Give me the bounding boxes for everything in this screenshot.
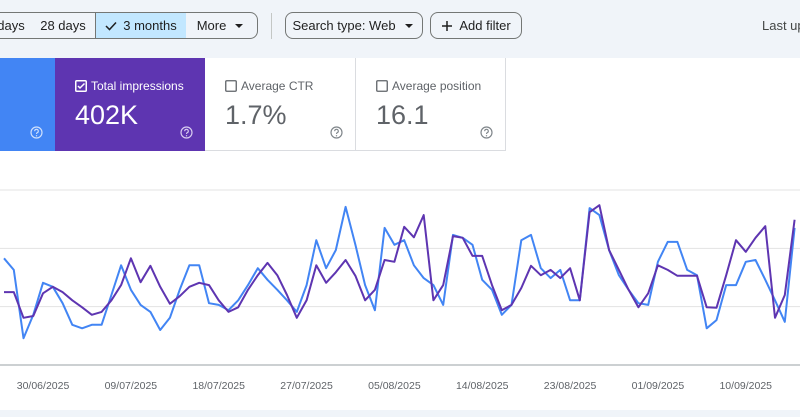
add-filter-button[interactable]: Add filter [430,12,522,39]
checkbox-checked [75,80,87,92]
impressions-card[interactable]: Total impressions 402K [55,58,205,151]
search-type-button[interactable]: Search type: Web [285,12,423,39]
dropdown-icon [404,23,413,28]
button-label: Search type: Web [292,18,396,33]
plus-icon [442,20,453,31]
more-button[interactable]: More [186,12,258,39]
button-label: More [196,18,227,33]
checkbox [225,80,237,92]
x-tick-label: 14/08/2025 [456,380,509,392]
button-label: days [0,18,25,33]
metric-label: Average CTR [241,79,314,93]
x-tick-label: 23/08/2025 [544,380,597,392]
position-card[interactable]: Average position 16.1 [356,58,506,151]
series-line [4,204,796,319]
series-line [3,205,796,340]
metric-label: Total impressions [91,79,184,93]
metric-label: Average position [392,79,482,93]
x-tick-label: 30/06/2025 [17,380,70,392]
date-button[interactable]: 28 days [31,12,96,39]
metric-value: 402K [75,100,139,130]
separator [271,13,272,39]
help-icon [330,126,343,139]
date-button-selected[interactable]: 3 months [95,12,187,39]
x-tick-label: 01/09/2025 [632,380,685,392]
button-label: 3 months [123,18,177,33]
metric-value: 1.7% [225,100,287,130]
check-icon [105,21,117,31]
x-tick-label: 18/07/2025 [192,380,245,392]
x-tick-label: 10/09/2025 [719,380,772,392]
button-label: Add filter [459,18,511,33]
last-updated: Last up [762,18,800,33]
metric-value: 16.1 [376,100,429,130]
button-label: 28 days [40,18,86,33]
ctr-card[interactable]: Average CTR 1.7% [205,58,356,151]
dropdown-icon [235,23,244,28]
date-button[interactable]: days [0,12,32,39]
clicks-card[interactable] [0,58,55,151]
help-icon [30,126,43,139]
x-tick-label: 27/07/2025 [280,380,333,392]
help-icon [180,126,193,139]
checkbox [376,80,388,92]
x-tick-label: 09/07/2025 [105,380,158,392]
x-tick-label: 05/08/2025 [368,380,421,392]
help-icon [480,126,493,139]
